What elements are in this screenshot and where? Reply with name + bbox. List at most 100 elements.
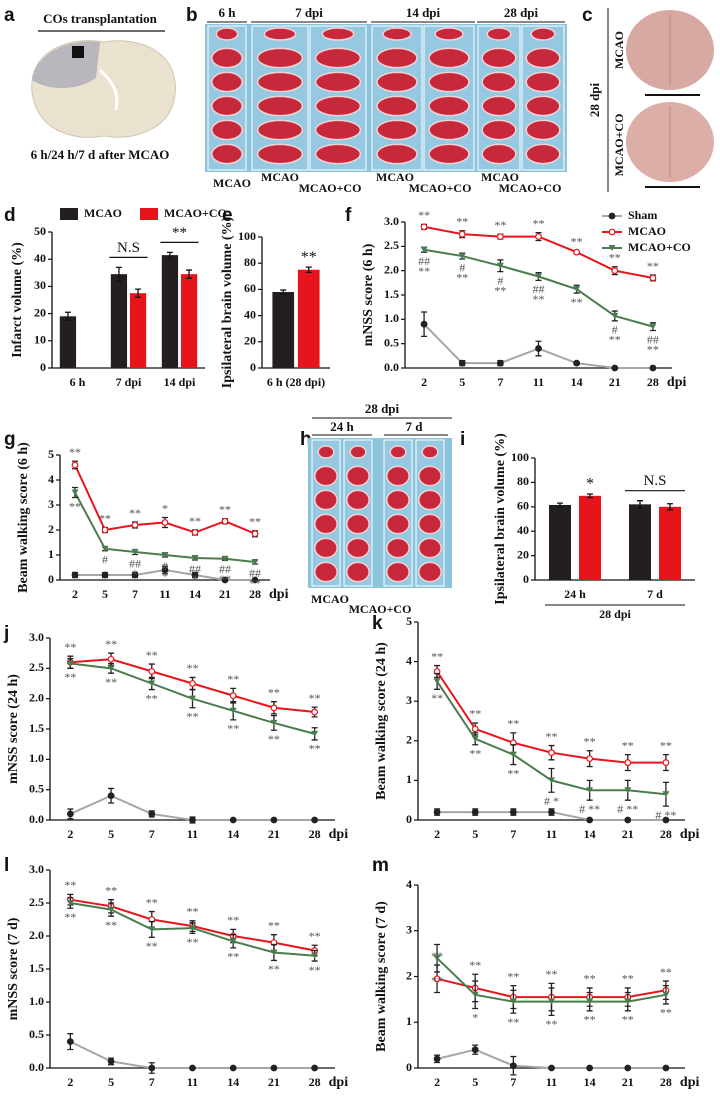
x-tick-label: 21: [609, 375, 621, 389]
brain-slice: [376, 95, 418, 117]
y-tick-label: 0.0: [29, 1060, 44, 1074]
bar: [629, 504, 651, 580]
brain-slice: [376, 71, 418, 93]
significance: **: [507, 766, 519, 780]
significance: *: [162, 501, 168, 515]
significance: *: [162, 569, 168, 583]
y-tick-label: 3.0: [384, 214, 399, 228]
brain-slice: [418, 489, 442, 511]
marker: [496, 262, 504, 269]
significance: **: [309, 742, 321, 756]
header: 24 h: [330, 419, 354, 434]
marker: [107, 655, 115, 663]
marker: [624, 759, 632, 766]
error-bar: [667, 503, 673, 511]
x-tick-label: 2: [434, 1075, 440, 1089]
brain-slice: [428, 143, 470, 165]
lesion: [32, 41, 100, 89]
significance: **: [146, 895, 158, 909]
significance: **: [268, 918, 280, 932]
significance: **: [187, 710, 199, 724]
footer: MCAO: [261, 170, 299, 184]
brain-slice: [376, 143, 418, 165]
row-label: MCAO+CO: [612, 114, 626, 177]
significance: **: [494, 283, 506, 297]
brain-slice: [211, 143, 243, 165]
panel-label: d: [4, 205, 16, 226]
marker: [586, 998, 594, 1005]
significance: ##: [129, 556, 141, 570]
brain-slice: [376, 47, 418, 69]
footer: MCAO: [481, 170, 519, 184]
y-tick-label: 1.0: [29, 994, 44, 1008]
x-tick-label: 7: [510, 1075, 516, 1089]
x-tick-label: 11: [187, 827, 198, 841]
brain-slice: [481, 95, 517, 117]
bar: [659, 506, 681, 580]
marker: [191, 571, 199, 579]
marker: [66, 900, 74, 906]
x-tick-label: 14: [584, 827, 596, 841]
y-tick-label: 30: [34, 278, 46, 292]
header: 7 d: [406, 419, 424, 434]
significance: **: [546, 1017, 558, 1031]
y-tick-label: 5: [406, 614, 412, 628]
significance: #: [459, 261, 465, 275]
brain-slice: [256, 143, 304, 165]
x-tick-label: 5: [102, 587, 108, 601]
brain-slice: [346, 513, 370, 535]
legend-label: MCAO+CO: [628, 240, 691, 254]
marker: [229, 692, 237, 700]
marker: [496, 359, 504, 367]
brain-slice: [314, 95, 362, 117]
y-tick-label: 2.5: [384, 238, 399, 252]
y-tick-label: 20: [244, 334, 256, 348]
significance: **: [418, 208, 430, 222]
panel-label: g: [4, 429, 16, 450]
marker: [131, 549, 139, 555]
marker: [107, 1057, 115, 1065]
y-tick-label: 0: [406, 1060, 412, 1074]
brain-slice: [314, 47, 362, 69]
y-axis-label: Ipsilateral brain volume (%): [220, 216, 235, 388]
bar: [110, 274, 128, 368]
significance: **: [584, 734, 596, 748]
x-tick-label: 28: [660, 827, 672, 841]
marker: [221, 517, 229, 525]
x-tick-label: 11: [546, 1075, 557, 1089]
marker: [624, 998, 632, 1005]
x-tick-label: 11: [533, 375, 544, 389]
x-tick-label: 14: [189, 587, 201, 601]
brain-slice: [421, 445, 439, 459]
marker: [420, 320, 428, 328]
error-bar: [637, 500, 643, 509]
marker: [586, 816, 594, 824]
panel-label: i: [460, 429, 465, 450]
panel-label: l: [4, 855, 9, 876]
marker: [586, 1064, 594, 1072]
y-tick-label: 3: [406, 693, 412, 707]
marker: [586, 787, 594, 794]
significance: ##: [418, 254, 430, 268]
x-tick-label: 21: [622, 1075, 634, 1089]
y-tick-label: 10: [34, 333, 46, 347]
y-tick-label: 0.0: [384, 360, 399, 374]
x-tick-label: 24 h: [564, 587, 586, 601]
significance: **: [219, 572, 231, 586]
marker: [662, 791, 670, 798]
significance: N.S: [117, 240, 140, 256]
marker: [71, 571, 79, 579]
header: 7 dpi: [295, 5, 323, 20]
panel-label: c: [582, 5, 593, 26]
brain-slice: [263, 27, 297, 41]
chart: l 0.0 0.5 1.0 1.5 2.0 2.5 3.0 mNSS score (7 d) 2 5…: [4, 855, 348, 1090]
marker: [101, 526, 109, 534]
marker: [229, 938, 237, 945]
brain-slice: [314, 465, 338, 487]
x-tick-label: 7 d: [647, 587, 663, 601]
image-column: [343, 439, 373, 587]
significance: *: [586, 476, 594, 493]
brain-slice: [481, 47, 517, 69]
significance: #: [497, 273, 503, 287]
brain-slice: [211, 71, 243, 93]
